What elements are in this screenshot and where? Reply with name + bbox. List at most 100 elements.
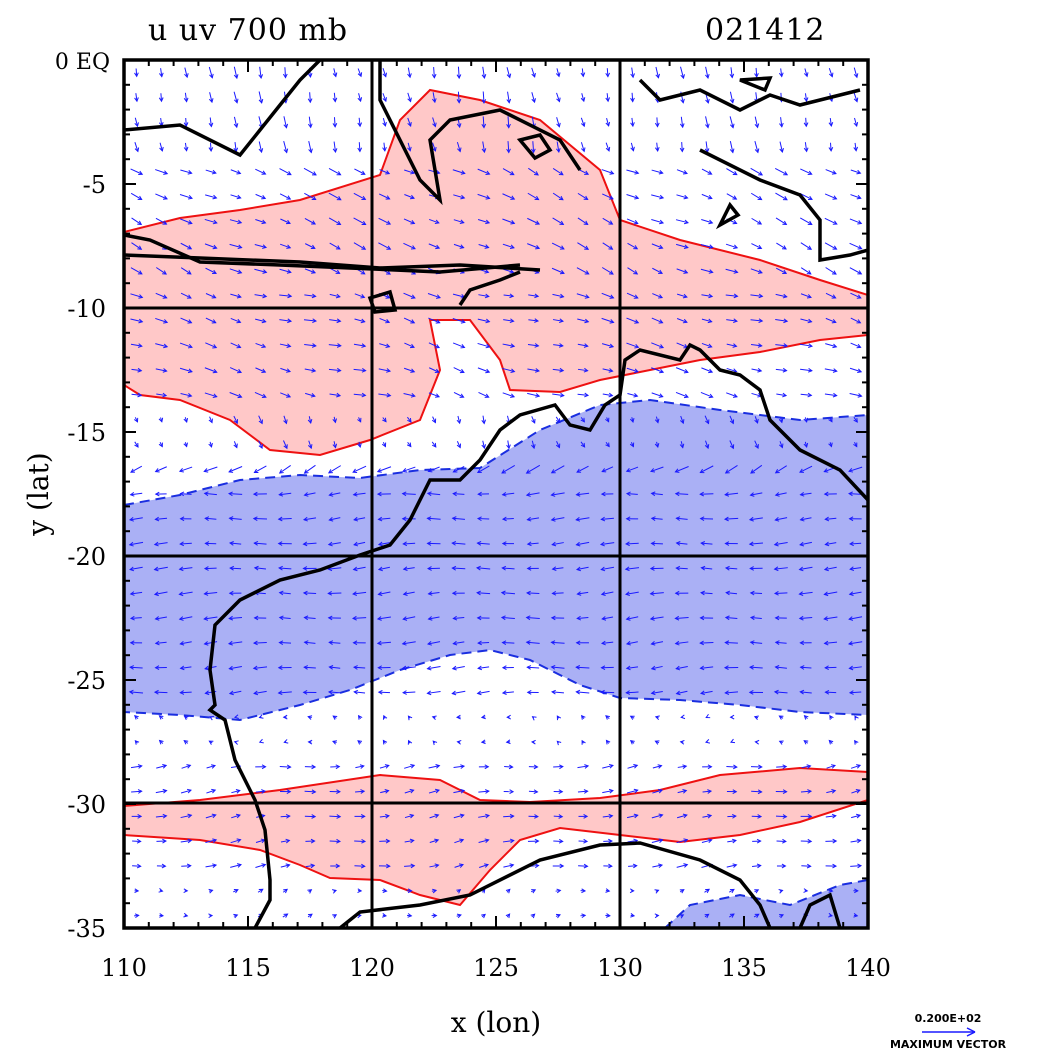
wind-vector-head	[832, 245, 838, 250]
wind-vector-head	[534, 293, 540, 299]
wind-vector	[551, 465, 565, 474]
wind-vector	[353, 368, 366, 372]
wind-vector	[258, 415, 263, 424]
wind-vector-head	[258, 148, 264, 154]
wind-vector	[283, 440, 288, 449]
wind-vector-head	[285, 219, 291, 225]
wind-vector	[228, 466, 243, 473]
wind-vector-head	[435, 244, 441, 250]
wind-vector	[204, 243, 217, 249]
wind-vector-head	[531, 148, 536, 154]
wind-vector-head	[853, 97, 859, 103]
wind-vector-head	[654, 147, 660, 152]
wind-vector-head	[162, 788, 168, 794]
wind-vector	[800, 217, 812, 225]
wind-vector-head	[650, 516, 656, 521]
wind-vector-head	[732, 393, 738, 398]
wind-vector	[130, 343, 142, 347]
wind-vector-head	[377, 566, 383, 572]
wind-vector-head	[724, 690, 730, 696]
plot-area	[124, 60, 868, 928]
wind-vector-head	[451, 690, 457, 696]
wind-vector	[701, 168, 712, 175]
wind-vector	[155, 368, 167, 372]
wind-vector-head	[807, 170, 813, 175]
wind-vector-head	[829, 714, 834, 720]
wind-vector-head	[650, 665, 656, 671]
wind-vector	[329, 517, 341, 521]
wind-vector	[576, 566, 589, 571]
wind-vector	[774, 168, 788, 176]
wind-vector	[800, 790, 812, 793]
wind-vector-head	[258, 888, 264, 894]
wind-vector-head	[853, 417, 858, 423]
wind-vector-head	[311, 220, 317, 225]
wind-vector	[507, 141, 510, 153]
wind-vector	[501, 616, 515, 620]
wind-vector	[255, 342, 266, 348]
wind-vector-head	[708, 293, 714, 299]
wind-vector	[155, 815, 167, 818]
wind-vector-head	[550, 469, 556, 474]
wind-vector-head	[456, 889, 462, 894]
wind-vector-head	[682, 813, 688, 819]
wind-vector-head	[261, 170, 267, 175]
wind-vector	[601, 267, 614, 275]
wind-vector	[700, 465, 714, 473]
wind-vector-head	[480, 714, 486, 720]
wind-vector	[825, 169, 837, 175]
wind-vector	[750, 616, 762, 620]
max-vector-value: 0.200E+02	[915, 1012, 982, 1025]
wind-vector-head	[456, 913, 462, 919]
wind-vector	[353, 566, 366, 571]
wind-vector	[329, 666, 341, 669]
wind-vector-head	[781, 245, 787, 250]
wind-vector	[205, 317, 216, 324]
wind-vector-head	[633, 270, 639, 275]
wind-vector-head	[732, 764, 738, 770]
wind-vector-head	[649, 566, 655, 571]
wind-vector	[333, 92, 336, 102]
wind-vector	[305, 392, 315, 397]
wind-vector	[503, 268, 514, 273]
wind-vector-head	[828, 739, 834, 745]
wind-vector	[631, 117, 634, 127]
wind-vector-head	[803, 714, 809, 720]
wind-vector-head	[476, 590, 481, 596]
wind-vector-head	[233, 913, 239, 919]
wind-vector	[253, 641, 267, 644]
wind-vector-head	[204, 541, 210, 546]
wind-vector-head	[211, 294, 217, 299]
wind-vector-head	[457, 147, 462, 153]
wind-vector-head	[162, 764, 168, 769]
wind-vector	[702, 790, 712, 793]
wind-vector-head	[608, 195, 614, 200]
wind-vector-head	[658, 838, 664, 843]
wind-vector-head	[261, 393, 267, 399]
wind-vector-head	[435, 344, 441, 349]
wind-vector	[377, 466, 392, 473]
wind-vector	[701, 193, 712, 199]
wind-vector-head	[501, 565, 507, 571]
wind-vector-head	[233, 443, 238, 449]
wind-vector	[206, 765, 216, 769]
wind-vector	[675, 219, 689, 224]
wind-vector	[328, 192, 342, 201]
wind-vector-head	[828, 442, 833, 448]
wind-vector-head	[828, 888, 834, 893]
wind-vector	[576, 465, 589, 473]
wind-vector-head	[555, 913, 561, 919]
wind-vector	[651, 367, 664, 373]
wind-vector	[850, 567, 862, 570]
wind-vector	[601, 591, 614, 595]
wind-vector	[233, 441, 238, 448]
wind-vector-head	[456, 443, 462, 449]
wind-vector	[527, 666, 540, 669]
wind-vector-head	[407, 888, 413, 894]
wind-vector-head	[386, 220, 392, 225]
wind-vector-head	[137, 789, 143, 794]
wind-vector-head	[729, 714, 735, 720]
wind-vector-head	[407, 146, 412, 152]
wind-vector-head	[203, 566, 209, 571]
wind-vector	[750, 167, 763, 176]
